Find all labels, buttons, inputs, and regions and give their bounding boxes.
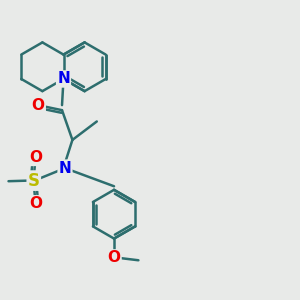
Text: O: O xyxy=(32,98,45,112)
Text: S: S xyxy=(28,172,40,190)
Text: N: N xyxy=(57,71,70,86)
Text: O: O xyxy=(107,250,121,266)
Text: O: O xyxy=(29,150,42,165)
Text: N: N xyxy=(58,160,71,175)
Text: O: O xyxy=(29,196,42,211)
